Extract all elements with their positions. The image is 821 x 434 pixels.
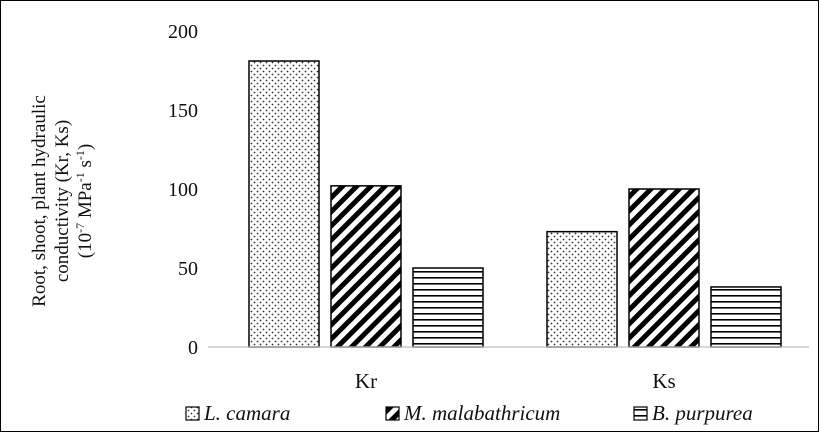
y-axis-ticks: 0 50 100 150 200 bbox=[168, 21, 198, 359]
bars bbox=[248, 60, 782, 348]
bar-kr-2 bbox=[330, 185, 402, 348]
legend-swatch-2 bbox=[385, 406, 400, 421]
legend-label-2: M. malabathricum bbox=[403, 401, 560, 425]
y-axis-label-line-2: conductivity (Kr, Ks) bbox=[52, 120, 73, 282]
y-axis-label-line-1: Root, shoot, plant hydraulic bbox=[29, 95, 50, 307]
bar-kr-3 bbox=[412, 267, 484, 348]
category-label-ks: Ks bbox=[652, 369, 675, 393]
bar-kr-1 bbox=[248, 60, 320, 348]
legend: L. camara M. malabathricum B. purpurea bbox=[185, 401, 753, 425]
bar-ks-2 bbox=[628, 188, 700, 348]
category-label-kr: Kr bbox=[355, 369, 377, 393]
category-labels: Kr Ks bbox=[355, 369, 676, 393]
legend-label-3: B. purpurea bbox=[652, 401, 753, 425]
y-tick-label: 100 bbox=[168, 179, 198, 201]
bar-ks-1 bbox=[546, 230, 618, 348]
legend-label-1: L. camara bbox=[203, 401, 290, 425]
y-tick-label: 200 bbox=[168, 21, 198, 43]
legend-swatch-3 bbox=[633, 406, 648, 421]
y-tick-label: 50 bbox=[178, 258, 198, 280]
legend-swatch-1 bbox=[185, 406, 200, 421]
y-axis-label-units: (10-7 MPa-1 s-1) bbox=[73, 144, 96, 258]
bar-ks-3 bbox=[710, 286, 782, 348]
y-tick-label: 150 bbox=[168, 100, 198, 122]
y-tick-label: 0 bbox=[188, 337, 198, 359]
